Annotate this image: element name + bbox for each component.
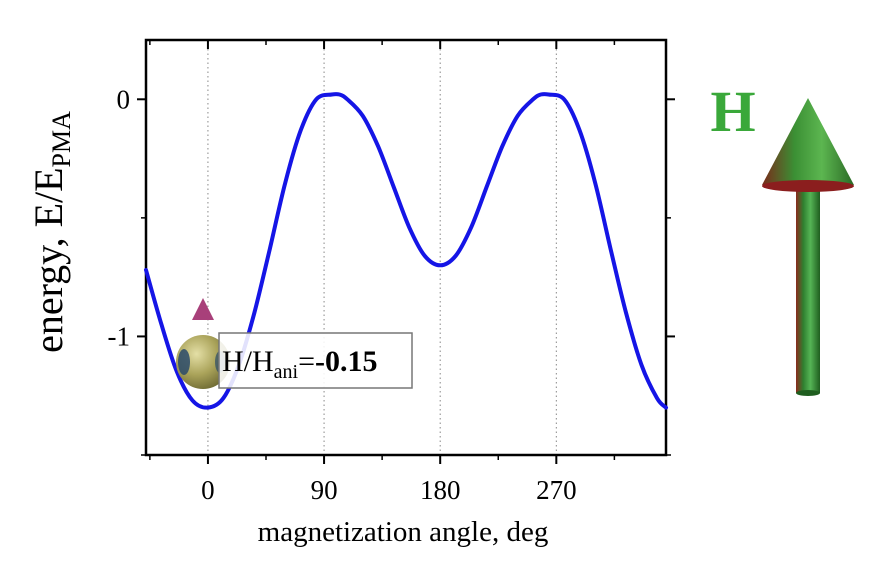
field-ratio-box <box>218 332 413 389</box>
field-ratio-eq: = <box>298 345 315 378</box>
y-axis-label: energy, E/EPMA <box>26 111 76 353</box>
x-tick-label: 90 <box>311 475 338 505</box>
field-arrow-shaft <box>796 186 820 393</box>
applied-field-arrow: H <box>710 79 854 396</box>
field-ratio-prefix: H/H <box>222 345 274 378</box>
field-ratio-text: H/Hani=-0.15 <box>222 345 378 383</box>
x-axis-label: magnetization angle, deg <box>258 516 549 548</box>
plot-border <box>144 38 668 457</box>
y-tick-label: -1 <box>108 321 131 351</box>
tick-labels: 0 90 180 270 0 -1 <box>108 84 577 505</box>
spin-sphere-shade-left <box>178 349 190 375</box>
field-arrow-cone-rim <box>762 180 854 192</box>
axis-ticks <box>137 40 675 464</box>
field-ratio-annotation: H/Hani=-0.15 <box>218 332 413 389</box>
field-ratio-value: -0.15 <box>315 345 378 378</box>
plot-frame <box>144 38 668 457</box>
field-ratio-sub: ani <box>274 361 299 383</box>
spin-arrow-head <box>192 298 214 320</box>
field-arrow-cone <box>762 98 854 185</box>
y-axis-label-sub: PMA <box>47 111 76 168</box>
x-tick-label: 270 <box>536 475 577 505</box>
x-tick-label: 180 <box>420 475 461 505</box>
field-label: H <box>710 79 755 144</box>
y-tick-label: 0 <box>117 84 131 114</box>
field-arrow-shaft-base <box>796 390 820 396</box>
y-axis-label-main: energy, E/E <box>26 167 71 353</box>
grid-lines <box>207 40 557 455</box>
spin-sphere <box>176 335 230 389</box>
magnetization-spin-marker <box>176 298 230 396</box>
x-tick-label: 0 <box>201 475 215 505</box>
